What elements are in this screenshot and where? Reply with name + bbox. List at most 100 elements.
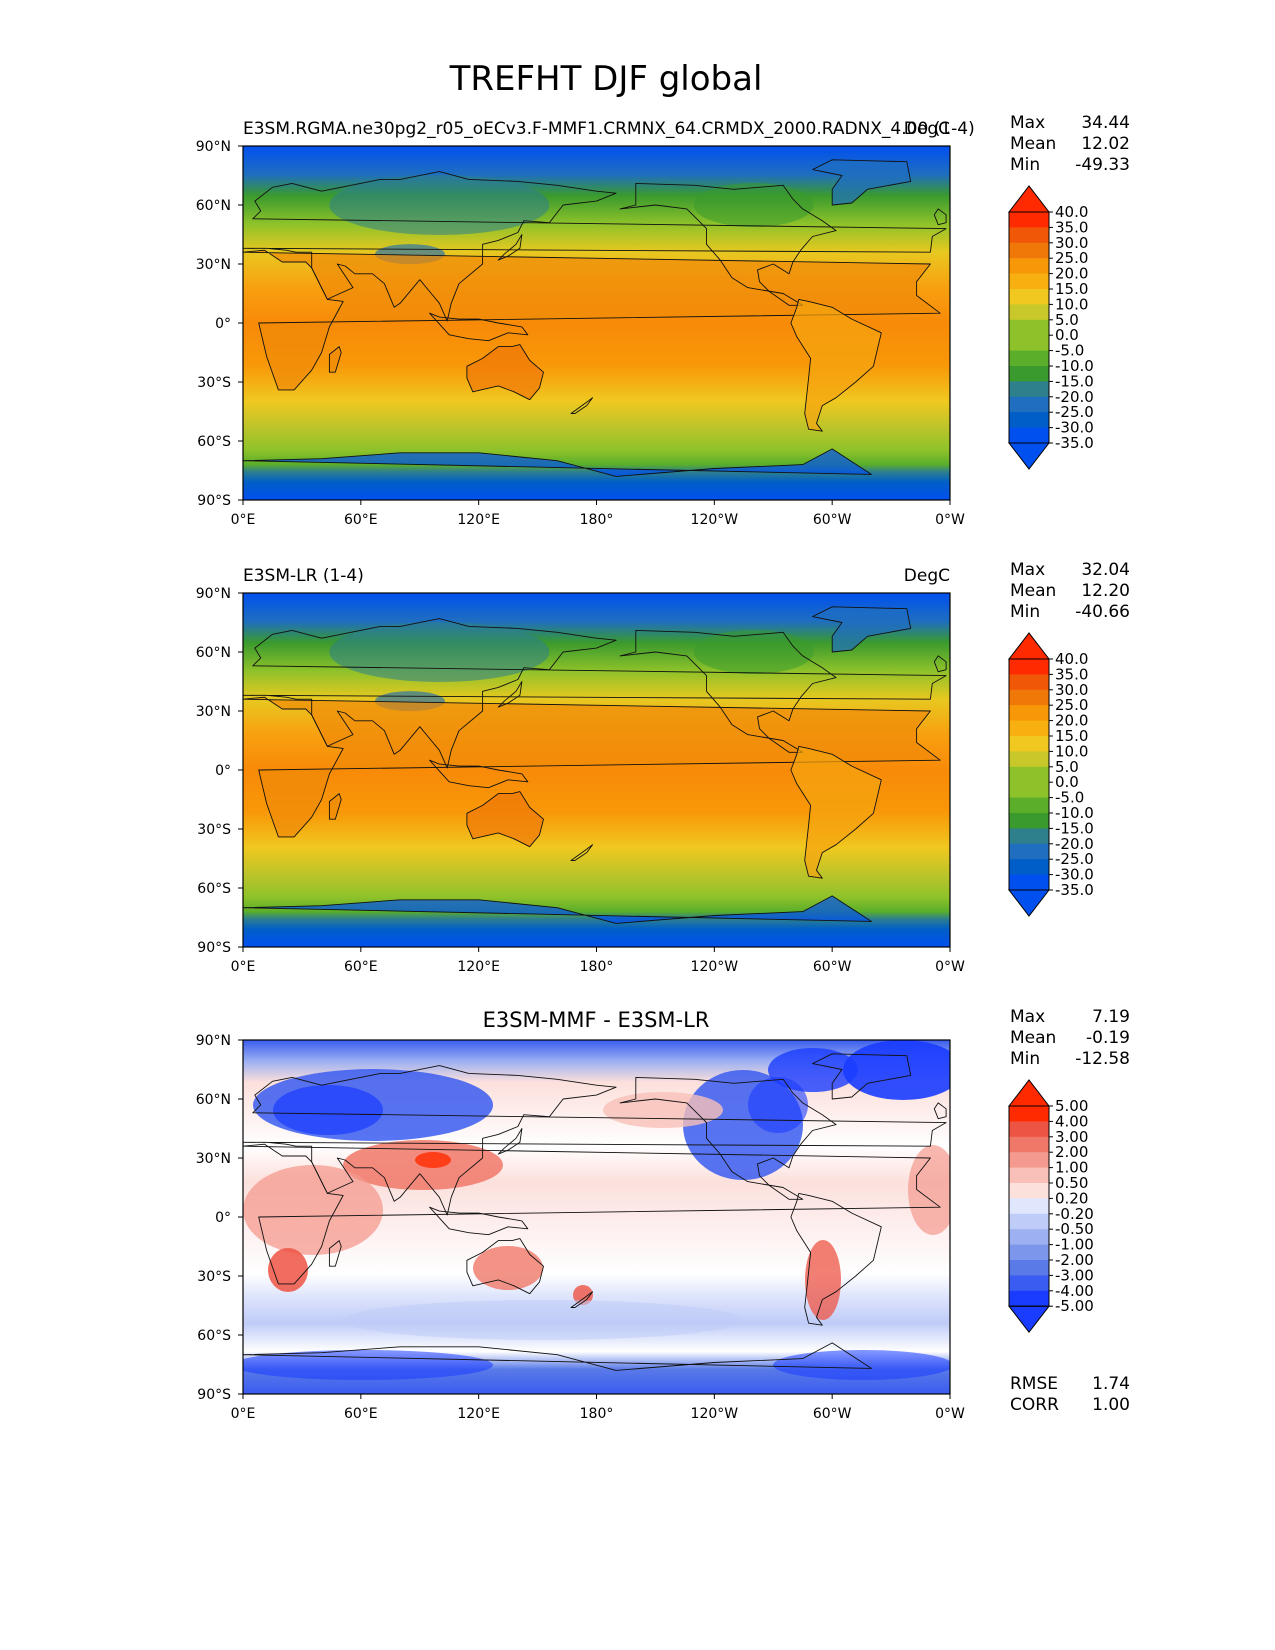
difference-anomalies xyxy=(243,1040,950,1380)
panel-title-center: E3SM-MMF - E3SM-LR xyxy=(483,1008,710,1032)
land-masses xyxy=(243,606,947,947)
colorbar-tick-label: -0.50 xyxy=(1055,1220,1094,1238)
x-tick-label: 180° xyxy=(580,959,614,975)
colorbar-segment xyxy=(1009,1136,1049,1153)
coastline-north-america xyxy=(619,182,837,306)
colorbar-tick-label: -20.0 xyxy=(1055,388,1094,406)
map-area xyxy=(243,1040,950,1394)
colorbar-tick-label: 2.00 xyxy=(1055,1143,1088,1161)
colorbar-tick-label: 20.0 xyxy=(1055,265,1088,283)
x-tick-label: 60°W xyxy=(813,959,852,975)
y-axis: 90°N 60°N 30°N 0° 30°S 60°S 90°S xyxy=(196,586,243,956)
y-tick-label: 30°S xyxy=(197,822,231,838)
colorbar-segment xyxy=(1009,689,1049,706)
colorbar-tick-label: 1.00 xyxy=(1055,1159,1088,1177)
coastline-japan xyxy=(497,1128,523,1155)
x-tick-label: 120°W xyxy=(691,959,739,975)
coastline-madagascar xyxy=(328,346,342,373)
panel-title-right: DegC xyxy=(904,119,950,139)
colorbar-segment xyxy=(1009,1121,1049,1138)
colorbar: 40.035.030.025.020.015.010.05.00.0-5.0-1… xyxy=(1007,632,1094,917)
colorbar-tick-label: 30.0 xyxy=(1055,681,1088,699)
colorbar-tick-label: 3.00 xyxy=(1055,1128,1088,1146)
colorbar-frame xyxy=(1008,1105,1050,1307)
map-area xyxy=(243,146,950,500)
x-tick-label: 0°W xyxy=(935,1406,965,1422)
y-tick-label: 60°N xyxy=(196,198,231,214)
x-axis: 0°E 60°E 120°E 180° 120°W 60°W 0°W xyxy=(231,947,965,975)
colorbar-tick-label: -5.0 xyxy=(1055,342,1084,360)
colorbar-segment xyxy=(1009,1183,1049,1199)
colorbar-tick-label: -5.0 xyxy=(1055,789,1084,807)
x-tick-label: 120°E xyxy=(457,1406,500,1422)
coastline-australia xyxy=(466,791,544,848)
y-tick-label: 0° xyxy=(215,763,231,779)
colorbar-tick-label: -15.0 xyxy=(1055,819,1094,837)
coastline-north-america xyxy=(619,629,837,753)
colorbar-segment xyxy=(1009,258,1049,275)
coastline-britain xyxy=(933,655,947,673)
x-axis: 0°E 60°E 120°E 180° 120°W 60°W 0°W xyxy=(231,1394,965,1422)
x-tick-label: 120°W xyxy=(691,512,739,528)
colorbar-segment xyxy=(1009,1106,1049,1122)
y-tick-label: 30°S xyxy=(197,1269,231,1285)
stat-mean-value: 12.20 xyxy=(1081,581,1130,601)
coastline-new-zealand xyxy=(570,1291,594,1308)
coastline-madagascar xyxy=(328,793,342,820)
colorbar-segment xyxy=(1009,1290,1049,1307)
canada-cold-region xyxy=(693,183,814,227)
coastline-australia xyxy=(466,1238,544,1295)
y-tick-label: 30°S xyxy=(197,375,231,391)
y-tick-label: 60°S xyxy=(197,434,231,450)
x-tick-label: 0°W xyxy=(935,512,965,528)
colorbar-segment xyxy=(1009,674,1049,691)
stat-min-label: Min xyxy=(1010,602,1040,622)
x-tick-label: 120°E xyxy=(457,512,500,528)
colorbar-tick-label: 4.00 xyxy=(1055,1112,1088,1130)
coastline-australia xyxy=(466,344,544,401)
colorbar-segment xyxy=(1009,1244,1049,1261)
colorbar-segment xyxy=(1009,720,1049,737)
map-area xyxy=(243,593,950,947)
coastline-japan xyxy=(497,234,523,261)
colorbar-extend-min xyxy=(1007,1305,1051,1334)
coastline-africa xyxy=(243,1143,941,1285)
colorbar-segment xyxy=(1009,1167,1049,1184)
colorbar-segment xyxy=(1009,396,1049,413)
colorbar-segment xyxy=(1009,828,1049,845)
colorbar-segment xyxy=(1009,319,1049,336)
rmse-label: RMSE xyxy=(1010,1374,1058,1394)
stat-min-value: -40.66 xyxy=(1075,602,1130,622)
stats-box: Max 34.44 Mean 12.02 Min -49.33 xyxy=(1010,113,1130,175)
y-tick-label: 0° xyxy=(215,1210,231,1226)
stat-mean-value: 12.02 xyxy=(1081,134,1130,154)
colorbar-tick-label: 40.0 xyxy=(1055,203,1088,221)
y-tick-label: 90°N xyxy=(196,139,231,155)
colorbar-extend-max xyxy=(1007,632,1051,660)
x-tick-label: 60°W xyxy=(813,512,852,528)
panel-title-left: E3SM.RGMA.ne30pg2_r05_oECv3.F-MMF1.CRMNX… xyxy=(243,119,975,139)
colorbar-segment xyxy=(1009,273,1049,290)
colorbar-segment xyxy=(1009,859,1049,876)
coastline-indonesia xyxy=(429,1206,529,1236)
stat-mean-label: Mean xyxy=(1010,1028,1056,1048)
y-tick-label: 90°N xyxy=(196,586,231,602)
colorbar-tick-label: -15.0 xyxy=(1055,372,1094,390)
colorbar: 40.035.030.025.020.015.010.05.00.0-5.0-1… xyxy=(1007,185,1094,470)
y-axis: 90°N 60°N 30°N 0° 30°S 60°S 90°S xyxy=(196,1033,243,1403)
colorbar-segment xyxy=(1009,843,1049,860)
stat-min-label: Min xyxy=(1010,155,1040,175)
stat-min-label: Min xyxy=(1010,1049,1040,1069)
stat-mean-label: Mean xyxy=(1010,134,1056,154)
x-tick-label: 60°E xyxy=(344,959,378,975)
colorbar-segment xyxy=(1009,813,1049,829)
colorbar-extend-max xyxy=(1007,1079,1051,1107)
colorbar-segment xyxy=(1009,335,1049,352)
x-tick-label: 120°W xyxy=(691,1406,739,1422)
colorbar-tick-label: 25.0 xyxy=(1055,249,1088,267)
stat-max-label: Max xyxy=(1010,560,1045,580)
colorbar-tick-label: 0.20 xyxy=(1055,1189,1088,1207)
y-tick-label: 90°S xyxy=(197,940,231,956)
x-tick-label: 0°W xyxy=(935,959,965,975)
coastline-indonesia xyxy=(429,759,529,789)
